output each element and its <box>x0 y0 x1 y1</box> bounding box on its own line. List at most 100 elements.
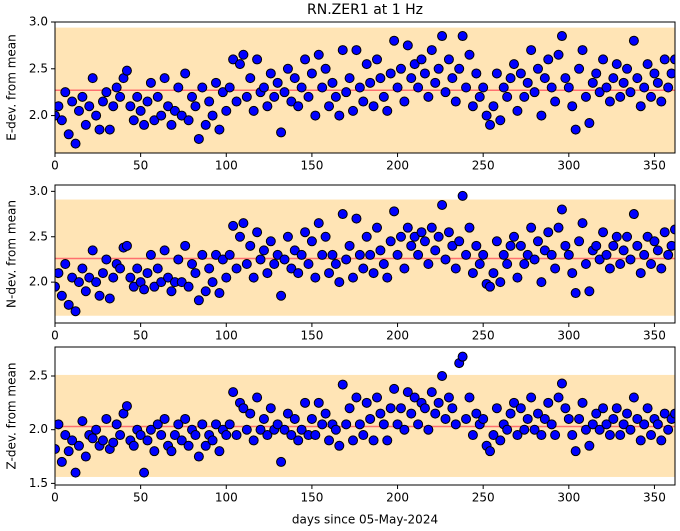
data-point <box>604 263 615 274</box>
data-point <box>536 430 547 441</box>
data-point <box>221 272 232 283</box>
data-point <box>485 119 496 130</box>
data-point <box>121 401 132 412</box>
data-point <box>265 68 276 79</box>
data-point <box>115 430 126 441</box>
data-point <box>228 387 239 398</box>
data-point <box>526 45 537 56</box>
data-point <box>488 430 499 441</box>
data-point <box>389 383 400 394</box>
data-point <box>659 54 670 65</box>
data-point <box>419 68 430 79</box>
data-point <box>642 59 653 70</box>
data-point <box>289 413 300 424</box>
data-point <box>310 110 321 121</box>
data-point <box>55 281 60 292</box>
x-tick-label: 300 <box>557 159 580 173</box>
data-point <box>183 440 194 451</box>
data-point <box>580 424 591 435</box>
data-point <box>423 258 434 269</box>
data-point <box>293 101 304 112</box>
data-point <box>159 245 170 256</box>
data-point <box>210 249 221 260</box>
data-point <box>443 227 454 238</box>
data-point <box>371 392 382 403</box>
x-tick-label: 250 <box>472 491 495 505</box>
data-point <box>498 249 509 260</box>
data-point <box>289 245 300 256</box>
data-point <box>601 82 612 93</box>
data-point <box>207 277 218 288</box>
data-point <box>152 419 163 430</box>
data-point <box>474 91 485 102</box>
data-point <box>354 249 365 260</box>
data-point <box>351 213 362 224</box>
data-point <box>80 119 91 130</box>
data-point <box>543 54 554 65</box>
data-point <box>670 408 675 419</box>
data-point <box>145 424 156 435</box>
data-point <box>553 222 564 233</box>
data-point <box>156 277 167 288</box>
data-point <box>608 73 619 84</box>
data-point <box>467 101 478 112</box>
data-point <box>204 263 215 274</box>
data-point <box>670 224 675 235</box>
data-point <box>433 63 444 74</box>
data-point <box>522 249 533 260</box>
data-point <box>121 240 132 251</box>
data-point <box>269 91 280 102</box>
data-point <box>313 218 324 229</box>
data-point <box>101 254 112 265</box>
data-point <box>104 124 115 135</box>
data-point <box>320 63 331 74</box>
data-point <box>341 87 352 98</box>
data-point <box>324 101 335 112</box>
data-point <box>104 293 115 304</box>
axes-frame <box>54 184 676 324</box>
data-point <box>406 240 417 251</box>
y-axis-label: N-dev. from mean <box>5 200 19 308</box>
data-point <box>63 446 74 457</box>
data-point <box>577 397 588 408</box>
data-point <box>132 263 143 274</box>
data-point <box>252 392 263 403</box>
y-axis-label: Z-dev. from mean <box>5 363 19 470</box>
data-point <box>567 430 578 441</box>
data-point <box>317 419 328 430</box>
data-point <box>526 392 537 403</box>
data-point <box>80 286 91 297</box>
data-point <box>454 63 465 74</box>
data-point <box>598 54 609 65</box>
x-tick-label: 0 <box>51 159 59 173</box>
data-point <box>536 110 547 121</box>
data-point <box>395 231 406 242</box>
data-point <box>416 227 427 238</box>
data-point <box>276 456 287 467</box>
data-point <box>344 403 355 414</box>
data-point <box>262 268 273 279</box>
data-point <box>539 245 550 256</box>
data-point <box>656 435 667 446</box>
data-point <box>166 119 177 130</box>
x-tick-label: 250 <box>472 329 495 343</box>
data-point <box>97 435 108 446</box>
data-point <box>296 424 307 435</box>
data-point <box>300 54 311 65</box>
data-point <box>635 268 646 279</box>
data-point <box>413 249 424 260</box>
data-point <box>560 403 571 414</box>
data-point <box>248 272 259 283</box>
data-point <box>628 35 639 46</box>
data-point <box>159 73 170 84</box>
data-point <box>234 231 245 242</box>
data-point <box>84 101 95 112</box>
data-point <box>94 124 105 135</box>
data-point <box>502 424 513 435</box>
data-point <box>368 101 379 112</box>
data-point <box>303 258 314 269</box>
data-point <box>563 82 574 93</box>
data-point <box>354 82 365 93</box>
data-point <box>70 306 81 317</box>
data-point <box>395 63 406 74</box>
